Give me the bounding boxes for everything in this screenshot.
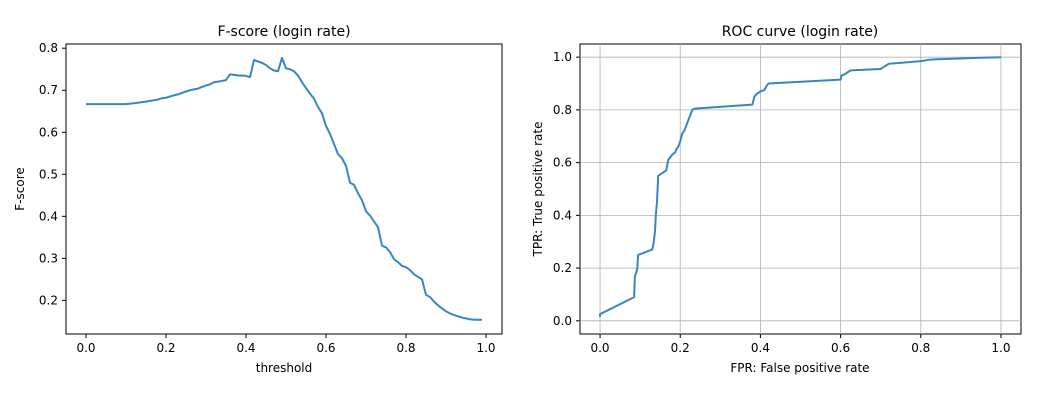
roc-x-tick-label: 0.2: [671, 341, 690, 355]
fscore-y-tick-label: 0.6: [39, 125, 58, 139]
fscore-plot-area: [65, 43, 503, 335]
roc-y-axis: 0.0 0.2 0.4 0.6 0.8 1.0: [553, 50, 580, 328]
fscore-y-axis-label: F-score: [13, 167, 27, 210]
roc-y-tick-label: 0.2: [553, 261, 572, 275]
roc-plot-area: [579, 43, 1022, 335]
roc-x-tick-label: 1.0: [991, 341, 1010, 355]
roc-y-tick-label: 0.4: [553, 208, 572, 222]
fscore-y-tick-label: 0.2: [39, 293, 58, 307]
roc-x-axis-label: FPR: False positive rate: [730, 361, 869, 375]
roc-x-axis: 0.0 0.2 0.4 0.6 0.8 1.0: [590, 334, 1011, 355]
roc-y-axis-label: TPR: True positive rate: [531, 122, 545, 258]
roc-grid: [580, 44, 1021, 334]
fscore-y-tick-label: 0.3: [39, 251, 58, 265]
fscore-x-tick-label: 0.4: [236, 341, 255, 355]
fscore-y-tick-label: 0.4: [39, 209, 58, 223]
roc-x-tick-label: 0.4: [751, 341, 770, 355]
fscore-x-tick-label: 0.0: [76, 341, 95, 355]
roc-line: [599, 56, 1002, 317]
fscore-x-tick-label: 0.2: [156, 341, 175, 355]
fscore-y-axis: 0.2 0.3 0.4 0.5 0.6 0.7 0.8: [39, 41, 66, 307]
fscore-y-tick-label: 0.5: [39, 167, 58, 181]
fscore-x-tick-label: 0.6: [316, 341, 335, 355]
fscore-x-axis: 0.0 0.2 0.4 0.6 0.8 1.0: [76, 334, 496, 355]
roc-chart: 0.0 0.2 0.4 0.6 0.8 1.0 0.0 0.2 0.4 0.6 0.8 1.0 RO…: [531, 24, 1022, 375]
roc-y-tick-label: 0.6: [553, 156, 572, 170]
roc-x-tick-label: 0.8: [911, 341, 930, 355]
fscore-y-tick-label: 0.7: [39, 83, 58, 97]
fscore-chart-title: F-score (login rate): [217, 24, 350, 40]
roc-x-tick-label: 0.0: [590, 341, 609, 355]
fscore-x-tick-label: 1.0: [476, 341, 495, 355]
fscore-chart: 0.0 0.2 0.4 0.6 0.8 1.0 0.2 0.3 0.4 0.5 0.6 0.7 0.8…: [13, 24, 503, 375]
fscore-line: [86, 56, 482, 321]
fscore-x-tick-label: 0.8: [396, 341, 415, 355]
roc-y-tick-label: 0.0: [553, 314, 572, 328]
roc-chart-title: ROC curve (login rate): [722, 24, 879, 40]
roc-x-tick-label: 0.6: [831, 341, 850, 355]
roc-y-tick-label: 1.0: [553, 50, 572, 64]
roc-y-tick-label: 0.8: [553, 103, 572, 117]
fscore-y-tick-label: 0.8: [39, 41, 58, 55]
fscore-x-axis-label: threshold: [256, 361, 313, 375]
